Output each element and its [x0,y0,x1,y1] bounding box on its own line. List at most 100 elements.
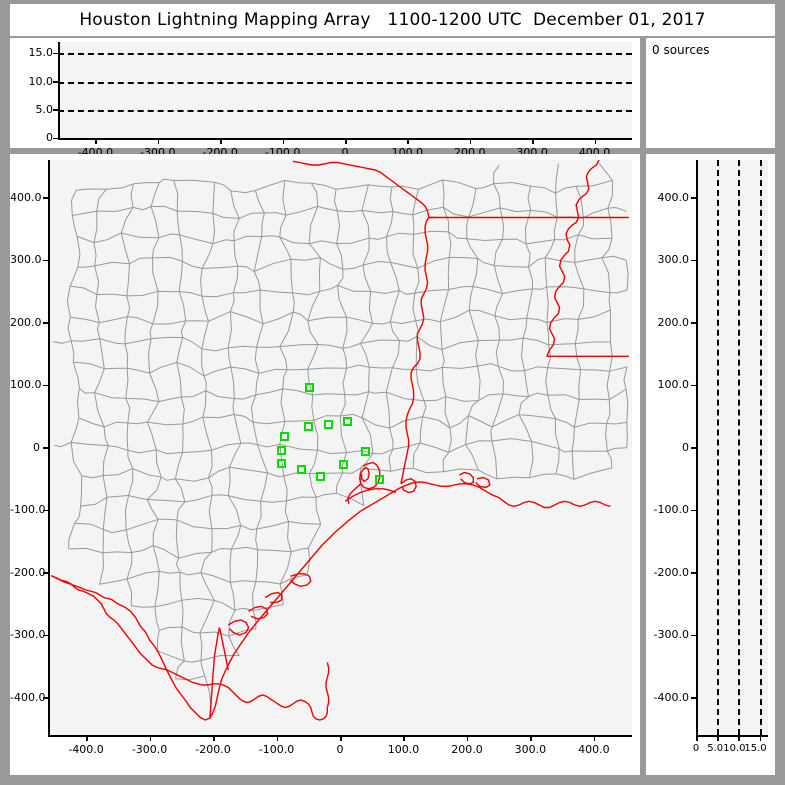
y-tick-label: 300.0 [646,253,689,266]
y-tick-label: 300.0 [10,253,40,266]
y-tick-label: 10.0 [14,75,53,88]
lma-station-marker [324,420,333,429]
source-count-panel: 0 sources [646,38,775,148]
map-geography [48,160,632,735]
altitude-gridline [760,160,762,735]
x-tick [760,735,762,741]
altitude-gridline [717,160,719,735]
y-tick-label: 0 [10,441,40,454]
altitude-gridline [58,53,632,55]
x-tick [340,735,342,741]
y-tick-label: -300.0 [646,628,689,641]
y-tick [43,385,49,387]
y-tick [691,510,697,512]
lma-station-marker [297,465,306,474]
x-tick [594,735,596,741]
x-tick [530,735,532,741]
x-tick-label: 300.0 [495,743,565,756]
lma-station-marker [277,446,286,455]
y-tick-label: -400.0 [646,691,689,704]
lma-display-window: Houston Lightning Mapping Array 1100-120… [0,0,785,785]
x-tick [213,735,215,741]
x-tick-label: 100.0 [368,743,438,756]
plan-view-map-panel: -400.0-300.0-200.0-100.00100.0200.0300.0… [10,154,640,775]
altitude-vs-east-panel: 05.010.015.0-400.0-300.0-200.0-100.00100… [10,38,640,148]
x-axis-line [696,735,768,737]
y-tick-label: 15.0 [14,46,53,59]
x-tick [532,138,534,144]
plan-view-map-plot-area [48,160,632,735]
y-tick [43,322,49,324]
altitude-vs-east-plot-area [58,42,632,138]
x-tick-label: -400.0 [51,743,121,756]
county-boundaries [53,163,628,712]
y-tick-label: -100.0 [646,503,689,516]
x-tick [150,735,152,741]
y-tick [691,572,697,574]
y-tick [691,197,697,199]
state-and-coast-boundaries [51,160,629,720]
y-tick [691,447,697,449]
x-tick-label: -100.0 [242,743,312,756]
y-tick [53,53,59,55]
lma-station-marker [339,460,348,469]
y-tick-label: 100.0 [646,378,689,391]
title-bar: Houston Lightning Mapping Array 1100-120… [10,4,775,36]
x-tick [283,138,285,144]
y-tick-label: 0 [14,131,53,144]
lma-station-marker [343,417,352,426]
source-count-label: 0 sources [652,43,710,57]
x-tick [467,735,469,741]
y-tick-label: 200.0 [646,316,689,329]
x-tick-label: 400.0 [559,743,629,756]
y-tick-label: 200.0 [10,316,40,329]
y-tick [43,447,49,449]
x-tick [220,138,222,144]
x-tick-label: 200.0 [432,743,502,756]
x-tick-label: 0 [305,743,375,756]
lma-station-marker [304,422,313,431]
y-tick-label: 400.0 [646,191,689,204]
y-tick-label: -200.0 [646,566,689,579]
x-tick [717,735,719,741]
y-tick [53,138,59,140]
y-tick-label: 0 [646,441,689,454]
y-tick [43,260,49,262]
altitude-vs-north-plot-area [696,160,768,735]
y-tick [53,109,59,111]
y-tick-label: -200.0 [10,566,40,579]
y-tick-label: -300.0 [10,628,40,641]
y-tick [691,697,697,699]
lma-station-marker [305,383,314,392]
altitude-gridline [58,110,632,112]
x-tick-label: 15.0 [736,743,776,754]
y-tick-label: 5.0 [14,103,53,116]
y-tick [691,385,697,387]
y-tick-label: -400.0 [10,691,40,704]
altitude-vs-north-panel: -400.0 -300.0 -200.0 -100.0 0 100.0 200.0 300.0… [646,154,775,775]
x-tick [470,138,472,144]
lma-station-marker [361,447,370,456]
y-tick-label: 400.0 [10,191,40,204]
x-tick [86,735,88,741]
lma-station-marker [316,472,325,481]
x-tick [696,735,698,741]
y-tick [691,635,697,637]
altitude-gridline [58,82,632,84]
y-tick [43,197,49,199]
lma-station-marker [277,459,286,468]
y-tick [691,260,697,262]
lma-station-marker [280,432,289,441]
x-tick [595,138,597,144]
x-tick-label: -200.0 [178,743,248,756]
x-tick [158,138,160,144]
x-tick [403,735,405,741]
y-tick [691,322,697,324]
x-tick [277,735,279,741]
x-tick [345,138,347,144]
y-tick [53,81,59,83]
y-tick-label: 100.0 [10,378,40,391]
x-tick [95,138,97,144]
y-tick-label: -100.0 [10,503,40,516]
x-tick-label: -300.0 [115,743,185,756]
